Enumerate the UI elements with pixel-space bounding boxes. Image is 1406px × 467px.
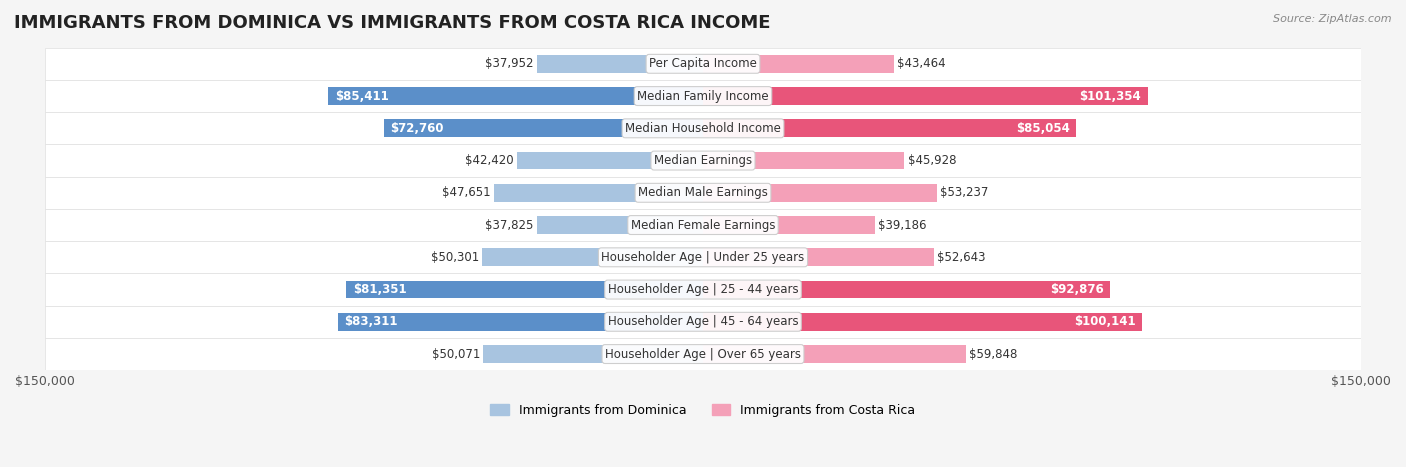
- Bar: [703, 248, 934, 266]
- Bar: [346, 281, 703, 298]
- Text: $50,071: $50,071: [432, 347, 479, 361]
- Legend: Immigrants from Dominica, Immigrants from Costa Rica: Immigrants from Dominica, Immigrants fro…: [485, 399, 921, 422]
- Bar: [484, 345, 703, 363]
- Text: Householder Age | Over 65 years: Householder Age | Over 65 years: [605, 347, 801, 361]
- Bar: [703, 281, 1111, 298]
- Bar: [703, 313, 1142, 331]
- Text: Median Household Income: Median Household Income: [626, 122, 780, 135]
- Text: Median Female Earnings: Median Female Earnings: [631, 219, 775, 232]
- FancyBboxPatch shape: [45, 177, 1361, 209]
- Bar: [703, 152, 904, 170]
- Text: $59,848: $59,848: [969, 347, 1017, 361]
- Bar: [703, 216, 875, 234]
- Text: $92,876: $92,876: [1050, 283, 1104, 296]
- FancyBboxPatch shape: [45, 274, 1361, 306]
- FancyBboxPatch shape: [45, 241, 1361, 274]
- Text: Householder Age | 25 - 44 years: Householder Age | 25 - 44 years: [607, 283, 799, 296]
- FancyBboxPatch shape: [45, 144, 1361, 177]
- Bar: [482, 248, 703, 266]
- FancyBboxPatch shape: [45, 338, 1361, 370]
- Text: Per Capita Income: Per Capita Income: [650, 57, 756, 71]
- Text: $50,301: $50,301: [430, 251, 479, 264]
- Bar: [494, 184, 703, 202]
- Text: $81,351: $81,351: [353, 283, 406, 296]
- Text: $72,760: $72,760: [391, 122, 444, 135]
- Text: $45,928: $45,928: [908, 154, 956, 167]
- Text: $37,825: $37,825: [485, 219, 534, 232]
- FancyBboxPatch shape: [45, 80, 1361, 112]
- Text: $39,186: $39,186: [879, 219, 927, 232]
- Bar: [703, 120, 1076, 137]
- Bar: [328, 87, 703, 105]
- Text: Source: ZipAtlas.com: Source: ZipAtlas.com: [1274, 14, 1392, 24]
- FancyBboxPatch shape: [45, 112, 1361, 144]
- Text: $85,411: $85,411: [335, 90, 388, 103]
- Text: Median Earnings: Median Earnings: [654, 154, 752, 167]
- Bar: [703, 55, 894, 73]
- Bar: [537, 216, 703, 234]
- Text: IMMIGRANTS FROM DOMINICA VS IMMIGRANTS FROM COSTA RICA INCOME: IMMIGRANTS FROM DOMINICA VS IMMIGRANTS F…: [14, 14, 770, 32]
- Bar: [517, 152, 703, 170]
- Bar: [537, 55, 703, 73]
- Text: $101,354: $101,354: [1080, 90, 1142, 103]
- Text: $100,141: $100,141: [1074, 315, 1136, 328]
- Text: Median Family Income: Median Family Income: [637, 90, 769, 103]
- Bar: [703, 184, 936, 202]
- FancyBboxPatch shape: [45, 209, 1361, 241]
- Bar: [703, 87, 1147, 105]
- Bar: [384, 120, 703, 137]
- Text: $47,651: $47,651: [441, 186, 491, 199]
- Bar: [703, 345, 966, 363]
- Text: $53,237: $53,237: [939, 186, 988, 199]
- Text: $52,643: $52,643: [938, 251, 986, 264]
- FancyBboxPatch shape: [45, 48, 1361, 80]
- Text: Householder Age | 45 - 64 years: Householder Age | 45 - 64 years: [607, 315, 799, 328]
- Bar: [337, 313, 703, 331]
- Text: $85,054: $85,054: [1015, 122, 1070, 135]
- Text: $42,420: $42,420: [465, 154, 513, 167]
- Text: Householder Age | Under 25 years: Householder Age | Under 25 years: [602, 251, 804, 264]
- Text: $43,464: $43,464: [897, 57, 946, 71]
- Text: $37,952: $37,952: [485, 57, 533, 71]
- Text: Median Male Earnings: Median Male Earnings: [638, 186, 768, 199]
- FancyBboxPatch shape: [45, 306, 1361, 338]
- Text: $83,311: $83,311: [344, 315, 398, 328]
